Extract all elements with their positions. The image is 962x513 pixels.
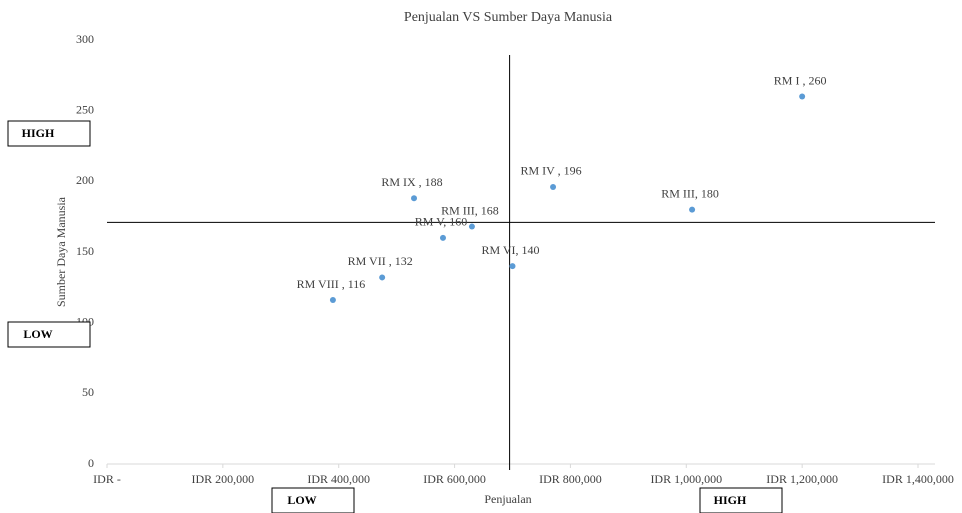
point [550,183,557,190]
quadrant-label: LOW [287,493,316,507]
x-tick-label: IDR 200,000 [192,472,255,486]
data-label: RM IV , 196 [520,164,581,178]
quadrant-box [7,321,91,348]
y-quadrant-low: LOW [7,321,91,348]
quadrant-label: LOW [23,327,52,341]
data-label: RM VI, 140 [481,243,539,257]
data-label: RM VII , 132 [348,254,413,268]
data-label: RM III, 168 [441,203,499,217]
quadrant-box [7,120,91,147]
y-tick-label: 200 [76,173,94,187]
point [439,234,446,241]
y-tick-label: 150 [76,244,94,258]
point [689,206,696,213]
point [329,297,336,304]
point [411,195,418,202]
y-tick-label: 50 [82,385,94,399]
data-label: RM IX , 188 [381,175,442,189]
x-tick-label: IDR 600,000 [423,472,486,486]
x-tick-label: IDR 1,400,000 [882,472,954,486]
data-label: RM V, 160 [415,215,468,229]
x-quadrant-low: LOW [271,487,355,513]
point [379,274,386,281]
data-label: RM III, 180 [661,186,719,200]
y-quadrant-high: HIGH [7,120,91,147]
quadrant-label: HIGH [22,126,55,140]
x-tick-label: IDR 400,000 [307,472,370,486]
data-label: RM I , 260 [774,73,827,87]
x-tick-label: IDR - [93,472,121,486]
x-tick-label: IDR 1,200,000 [766,472,838,486]
quadrant-box [699,487,783,513]
x-quadrant-high: HIGH [699,487,783,513]
x-tick-label: IDR 1,000,000 [650,472,722,486]
point [468,223,475,230]
point [799,93,806,100]
x-axis-label: Penjualan [484,492,531,506]
y-tick-label: 300 [76,32,94,46]
y-axis-label: Sumber Daya Manusia [54,196,68,307]
point [509,263,516,270]
data-label: RM VIII , 116 [297,277,366,291]
y-tick-label: 250 [76,102,94,116]
x-tick-label: IDR 800,000 [539,472,602,486]
quadrant-label: HIGH [714,493,747,507]
quadrant-box [271,487,355,513]
y-tick-label: 0 [88,456,94,470]
chart-title: Penjualan VS Sumber Daya Manusia [404,10,613,25]
